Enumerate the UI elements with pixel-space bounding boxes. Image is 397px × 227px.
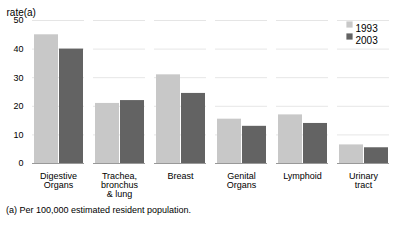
svg-text:Breast: Breast [167, 171, 194, 181]
svg-text:Urinarytract: Urinarytract [349, 171, 379, 190]
svg-text:50: 50 [13, 15, 24, 26]
svg-text:2003: 2003 [356, 35, 379, 46]
svg-text:1993: 1993 [356, 23, 379, 34]
svg-text:30: 30 [13, 73, 23, 83]
svg-text:DigestiveOrgans: DigestiveOrgans [40, 171, 77, 190]
svg-text:20: 20 [13, 101, 23, 111]
svg-text:rate(a): rate(a) [7, 7, 36, 18]
svg-text:40: 40 [13, 44, 23, 54]
svg-text:10: 10 [13, 130, 23, 140]
svg-text:GenitalOrgans: GenitalOrgans [227, 171, 257, 190]
html-text:(a) Per 100,000 estimated resi: (a) Per 100,000 estimated resident popul… [6, 205, 192, 215]
svg-text:Trachea,bronchus& lung: Trachea,bronchus& lung [101, 171, 139, 199]
svg-text:0: 0 [18, 158, 23, 168]
svg-text:Lymphoid: Lymphoid [283, 171, 322, 181]
